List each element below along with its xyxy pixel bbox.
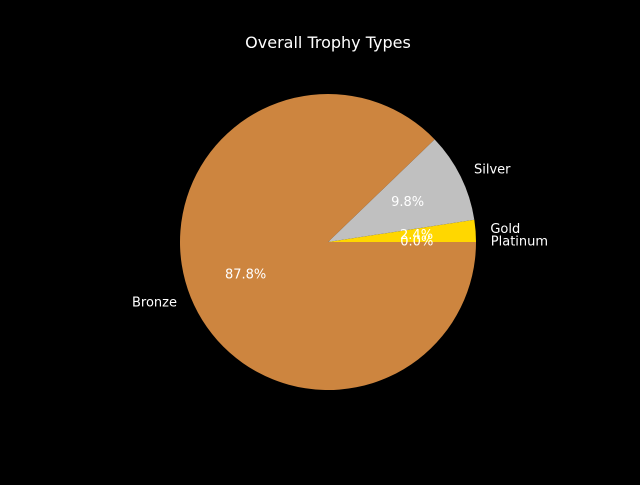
slice-label-platinum: Platinum — [491, 235, 548, 250]
slice-pct-bronze: 87.8% — [225, 268, 266, 283]
pie-slice-gold — [328, 219, 476, 242]
pie-slices — [179, 94, 476, 391]
chart-title: Overall Trophy Types — [245, 33, 411, 52]
pie-slice-silver — [328, 139, 475, 242]
pie-labels: Platinum 0.0% Gold 2.4% Silver 9.8% Bronze 87.8… — [132, 162, 548, 310]
slice-label-gold: Gold — [490, 222, 520, 237]
slice-pct-gold: 2.4% — [400, 228, 433, 243]
slice-label-bronze: Bronze — [132, 295, 177, 310]
slice-pct-platinum: 0.0% — [400, 235, 433, 250]
slice-pct-silver: 9.8% — [391, 195, 424, 210]
slice-label-silver: Silver — [474, 162, 511, 177]
pie-slice-bronze — [179, 94, 476, 391]
